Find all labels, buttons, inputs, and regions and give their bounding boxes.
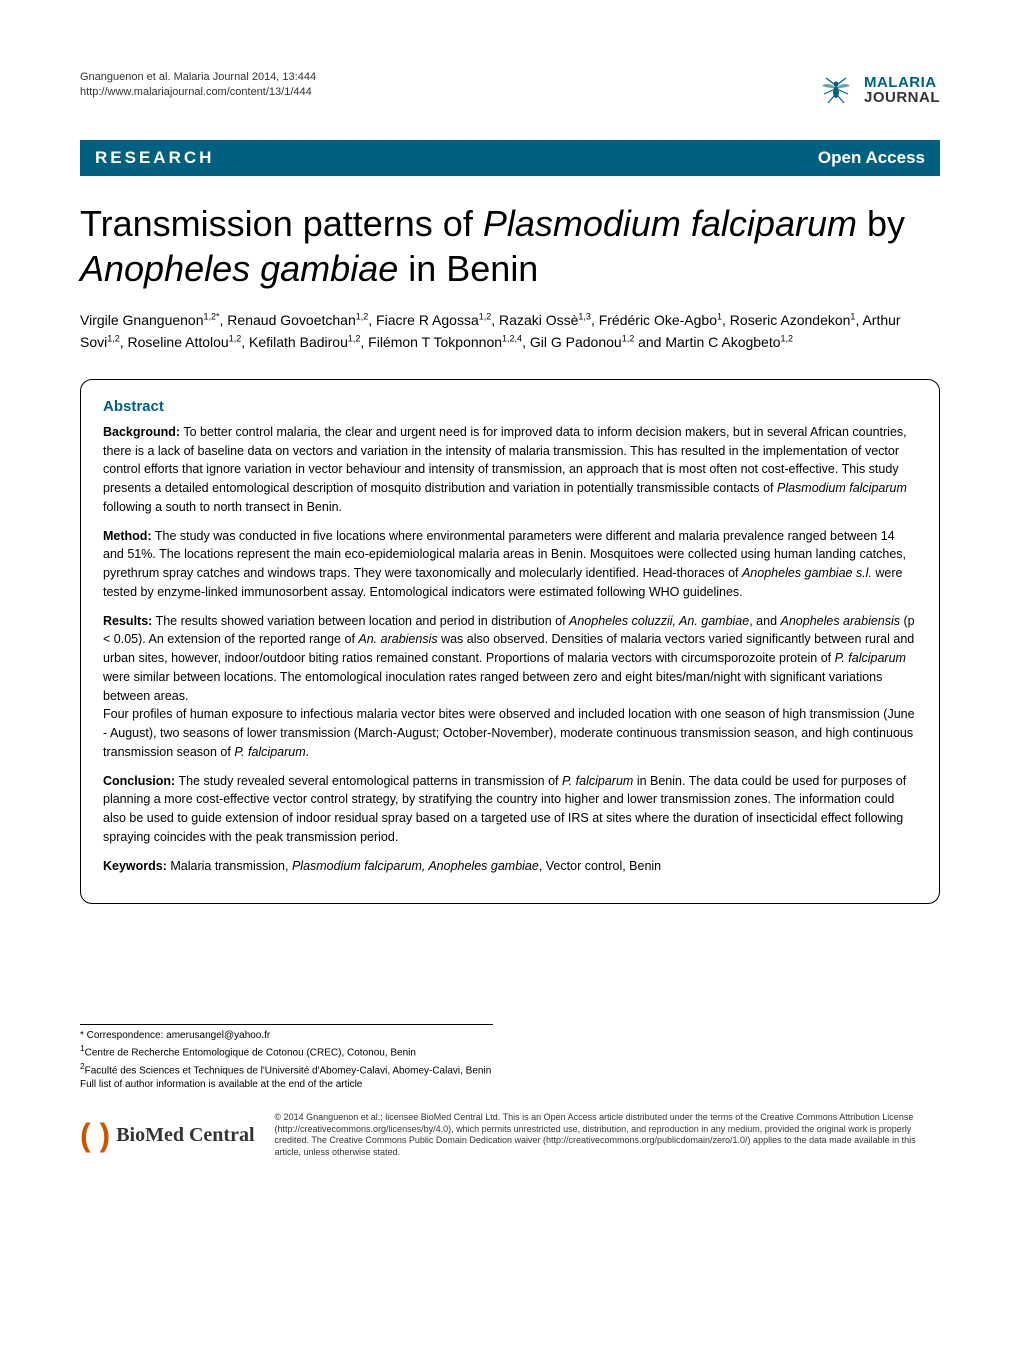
- license-text: © 2014 Gnanguenon et al.; licensee BioMe…: [275, 1112, 940, 1159]
- title-part2: by: [857, 203, 905, 244]
- keywords-label: Keywords:: [103, 859, 167, 873]
- abstract-box: Abstract Background: To better control m…: [80, 379, 940, 905]
- journal-logo: MALARIA JOURNAL: [816, 70, 940, 110]
- biomed-logo: ( ) BioMed Central: [80, 1113, 255, 1158]
- title-italic1: Plasmodium falciparum: [483, 203, 857, 244]
- header-top: Gnanguenon et al. Malaria Journal 2014, …: [80, 70, 940, 110]
- banner-open-access: Open Access: [818, 148, 925, 168]
- abstract-method: Method: The study was conducted in five …: [103, 527, 917, 602]
- abstract-results: Results: The results showed variation be…: [103, 612, 917, 762]
- abstract-keywords: Keywords: Malaria transmission, Plasmodi…: [103, 857, 917, 876]
- logo-malaria-text: MALARIA: [864, 75, 940, 90]
- affiliation-2: 2Faculté des Sciences et Techniques de l…: [80, 1061, 493, 1078]
- affiliation-full: Full list of author information is avail…: [80, 1078, 493, 1092]
- abstract-conclusion: Conclusion: The study revealed several e…: [103, 772, 917, 847]
- results-text-p2: Four profiles of human exposure to infec…: [103, 707, 915, 759]
- citation-line2: http://www.malariajournal.com/content/13…: [80, 85, 316, 100]
- conclusion-label: Conclusion:: [103, 774, 175, 788]
- title-part3: in Benin: [398, 248, 538, 289]
- conclusion-text: The study revealed several entomological…: [103, 774, 906, 844]
- footer-section: * Correspondence: amerusangel@yahoo.fr 1…: [80, 1024, 940, 1158]
- citation-line1: Gnanguenon et al. Malaria Journal 2014, …: [80, 70, 316, 85]
- results-text-p1: The results showed variation between loc…: [103, 614, 915, 703]
- results-label: Results:: [103, 614, 152, 628]
- background-label: Background:: [103, 425, 180, 439]
- method-text: The study was conducted in five location…: [103, 529, 906, 599]
- logo-journal-text: JOURNAL: [864, 90, 940, 105]
- correspondence-email: * Correspondence: amerusangel@yahoo.fr: [80, 1029, 493, 1043]
- method-label: Method:: [103, 529, 152, 543]
- correspondence-block: * Correspondence: amerusangel@yahoo.fr 1…: [80, 1024, 493, 1092]
- keywords-text: Malaria transmission, Plasmodium falcipa…: [167, 859, 661, 873]
- authors-list: Virgile Gnanguenon1,2*, Renaud Govoetcha…: [80, 309, 940, 354]
- affiliation-1: 1Centre de Recherche Entomologique de Co…: [80, 1043, 493, 1060]
- biomed-paren-icon: ( ): [80, 1113, 110, 1158]
- title-italic2: Anopheles gambiae: [80, 248, 398, 289]
- banner-research: RESEARCH: [95, 148, 214, 168]
- article-type-banner: RESEARCH Open Access: [80, 140, 940, 176]
- background-text: To better control malaria, the clear and…: [103, 425, 907, 514]
- abstract-heading: Abstract: [103, 398, 917, 415]
- mosquito-icon: [816, 70, 856, 110]
- abstract-background: Background: To better control malaria, t…: [103, 423, 917, 517]
- title-part1: Transmission patterns of: [80, 203, 483, 244]
- biomed-row: ( ) BioMed Central © 2014 Gnanguenon et …: [80, 1112, 940, 1159]
- article-title: Transmission patterns of Plasmodium falc…: [80, 201, 940, 291]
- citation-block: Gnanguenon et al. Malaria Journal 2014, …: [80, 70, 316, 101]
- biomed-text: BioMed Central: [116, 1121, 254, 1149]
